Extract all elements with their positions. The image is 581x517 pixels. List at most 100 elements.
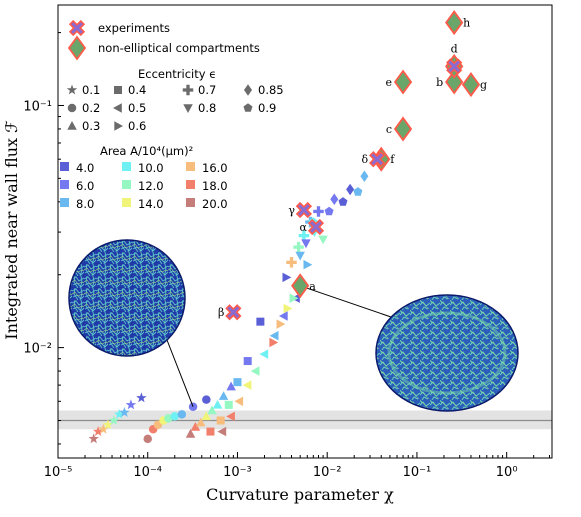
data-point-triangle-left	[269, 330, 279, 341]
experiment-marker	[307, 218, 325, 236]
data-point-star	[102, 419, 114, 430]
data-point-triangle-down	[318, 235, 328, 245]
data-point-star	[125, 399, 137, 410]
legend-area-swatch	[60, 198, 69, 207]
baseline-band-group	[58, 410, 552, 430]
legend-eccentricity-label: 0.9	[258, 101, 276, 115]
data-point-square	[206, 427, 215, 436]
data-point-square	[216, 416, 225, 425]
legend-eccentricity-marker	[114, 86, 122, 94]
non-elliptical-label: a	[309, 280, 316, 293]
y-tick-label: 10⁻¹	[23, 99, 52, 114]
data-point-circle	[202, 395, 211, 404]
legend-area-swatch	[186, 180, 195, 189]
legend-eccentricity-marker	[113, 103, 122, 113]
legend-eccentricity-label: 0.85	[258, 83, 284, 97]
data-point-triangle-right	[303, 259, 313, 270]
legend-area-label: 14.0	[138, 197, 164, 211]
legend-eccentricity-label: 0.1	[82, 83, 100, 97]
legend-area-swatch	[60, 162, 69, 171]
legend-area-swatch	[186, 198, 195, 207]
non-elliptical-marker	[445, 69, 464, 95]
non-elliptical-marker	[393, 116, 413, 142]
experiment-marker	[446, 58, 463, 75]
data-point-triangle-left	[242, 380, 252, 390]
legend-area-title: Area A/10⁴(μm)²	[100, 144, 193, 158]
elliptical-compartment-inset	[375, 294, 519, 412]
legend-eccentricity-marker	[66, 84, 78, 95]
legend-eccentricity-label: 0.2	[82, 101, 100, 115]
data-point-star	[92, 426, 104, 436]
baseline-band	[58, 410, 552, 430]
non-elliptical-marker	[461, 72, 481, 98]
data-point-triangle-up	[218, 391, 229, 400]
x-tick-label: 10⁻³	[223, 465, 252, 480]
circular-compartment-inset	[68, 239, 186, 357]
experiment-label: α	[300, 221, 308, 234]
inset-images	[68, 239, 519, 412]
legend-area-label: 6.0	[76, 179, 94, 193]
legend-eccentricity-label: 0.6	[128, 119, 146, 133]
data-point-pentagon	[353, 187, 363, 196]
non-elliptical-label: d	[451, 42, 458, 55]
highlighted-markers: a b c d e f g h γα β δ	[218, 10, 487, 321]
legend-area-swatch	[122, 180, 131, 189]
experiment-label: β	[218, 306, 224, 319]
data-point-star	[136, 392, 147, 403]
data-point-triangle-down	[301, 239, 311, 249]
data-point-triangle-up	[196, 417, 206, 427]
experiment-marker	[225, 304, 242, 321]
non-elliptical-marker	[445, 10, 464, 36]
data-point-star	[98, 423, 109, 434]
data-point-plus	[298, 230, 310, 241]
legend-area-label: 20.0	[202, 197, 228, 211]
data-point-triangle-right	[269, 337, 279, 348]
data-point-triangle-up	[201, 411, 212, 421]
data-point-triangle-up	[207, 405, 217, 415]
data-point-triangle-down	[295, 251, 305, 261]
non-elliptical-label: b	[436, 76, 443, 89]
data-point-diamond	[346, 183, 355, 196]
data-point-triangle-left	[279, 311, 288, 321]
data-point-star	[119, 406, 130, 417]
legend-area-label: 10.0	[138, 161, 164, 175]
legend-eccentricity-marker	[67, 121, 77, 130]
inset-connector-circle	[166, 339, 194, 407]
data-point-square	[243, 357, 252, 366]
legend-area-label: 8.0	[76, 197, 94, 211]
inset-connector-ellipse	[300, 285, 392, 318]
legend-experiments-marker	[68, 19, 86, 37]
legend-non-elliptical-marker	[67, 35, 87, 61]
y-tick-label: 10⁻²	[23, 342, 52, 357]
legend-eccentricity-marker	[244, 84, 252, 96]
data-point-circle	[177, 410, 187, 419]
data-points	[88, 170, 369, 444]
non-elliptical-marker	[291, 273, 310, 299]
legend-area-label: 16.0	[202, 161, 228, 175]
legend-area-label: 12.0	[138, 179, 164, 193]
data-point-triangle-up	[212, 399, 223, 409]
legend-area-swatch	[122, 162, 131, 171]
x-axis-label: Curvature parameter χ	[206, 485, 394, 504]
experiment-label: δ	[361, 153, 368, 166]
data-point-square	[233, 378, 242, 387]
x-tick-label: 10⁻⁵	[44, 465, 73, 480]
experiment-marker	[368, 151, 386, 168]
x-tick-label: 10⁻¹	[403, 465, 432, 480]
data-point-triangle-left	[234, 396, 244, 407]
x-tick-label: 10⁻²	[313, 465, 342, 480]
data-point-triangle-right	[289, 293, 299, 303]
legend-eccentricity-marker	[183, 104, 193, 113]
legend-eccentricity-marker	[243, 103, 253, 112]
x-tick-label: 10⁰	[496, 465, 518, 480]
legend-area-label: 18.0	[202, 179, 228, 193]
legend-eccentricity-label: 0.7	[198, 83, 216, 97]
data-point-triangle-up	[226, 381, 236, 391]
data-point-square	[256, 317, 265, 326]
data-point-star	[108, 415, 120, 425]
y-axis-label: Integrated near wall flux ℱ	[2, 120, 21, 340]
experiment-label: γ	[288, 204, 295, 217]
data-point-triangle-left	[226, 411, 235, 422]
data-point-triangle-left	[259, 349, 269, 359]
legend-eccentricity-title: Eccentricity ϵ	[138, 67, 216, 81]
